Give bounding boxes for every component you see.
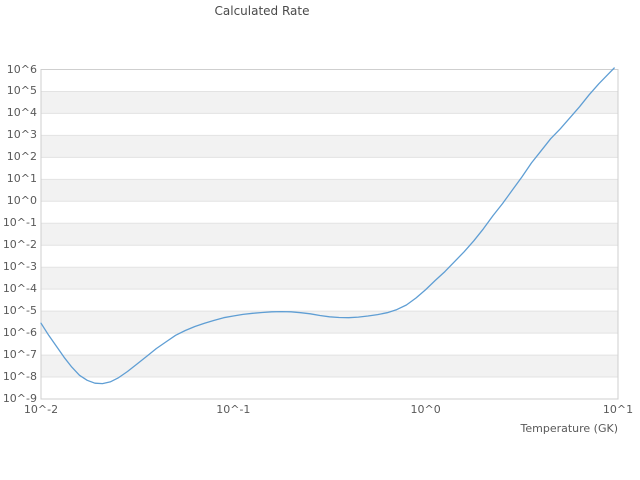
chart-title: Calculated Rate	[214, 4, 310, 18]
y-tick-label: 10^-7	[2, 348, 37, 362]
decade-band	[41, 267, 618, 290]
y-tick-label: 10^-2	[2, 238, 37, 252]
x-axis-label: Temperature (GK)	[520, 422, 619, 435]
decade-band	[41, 113, 618, 136]
decade-band	[41, 377, 618, 399]
decade-band	[41, 201, 618, 224]
decade-band	[41, 355, 618, 378]
y-tick-label: 10^-6	[2, 326, 37, 340]
plot-frame	[40, 69, 619, 400]
x-tick-label: 10^0	[410, 403, 441, 416]
y-tick-label: 10^6	[6, 62, 37, 76]
y-tick-label: 10^1	[6, 172, 37, 186]
y-tick-label: 10^-3	[2, 260, 37, 274]
decade-band	[41, 311, 618, 334]
y-tick-label: 10^2	[6, 150, 37, 164]
y-tick-label: 10^-8	[2, 370, 37, 384]
y-tick-label: 10^4	[6, 106, 37, 120]
rate-curve	[40, 67, 615, 385]
decade-band	[41, 289, 618, 312]
x-tick-label: 10^-1	[216, 403, 251, 416]
decade-band	[41, 179, 618, 202]
y-tick-label: 10^-4	[2, 282, 37, 296]
decade-band	[41, 245, 618, 268]
decade-band	[41, 333, 618, 356]
decade-band	[41, 157, 618, 180]
x-tick-label: 10^1	[602, 403, 634, 416]
y-tick-label: 10^-9	[2, 392, 37, 405]
y-tick-label: 10^-1	[2, 216, 37, 230]
decade-band	[41, 69, 618, 92]
y-tick-label: 10^-5	[2, 304, 37, 318]
y-tick-label: 10^5	[6, 84, 37, 98]
decade-band	[41, 91, 618, 114]
x-tick-label: 10^-2	[23, 403, 59, 416]
y-tick-label: 10^3	[6, 128, 37, 142]
decade-band	[41, 223, 618, 246]
y-tick-label: 10^0	[6, 194, 37, 208]
decade-band	[41, 135, 618, 158]
